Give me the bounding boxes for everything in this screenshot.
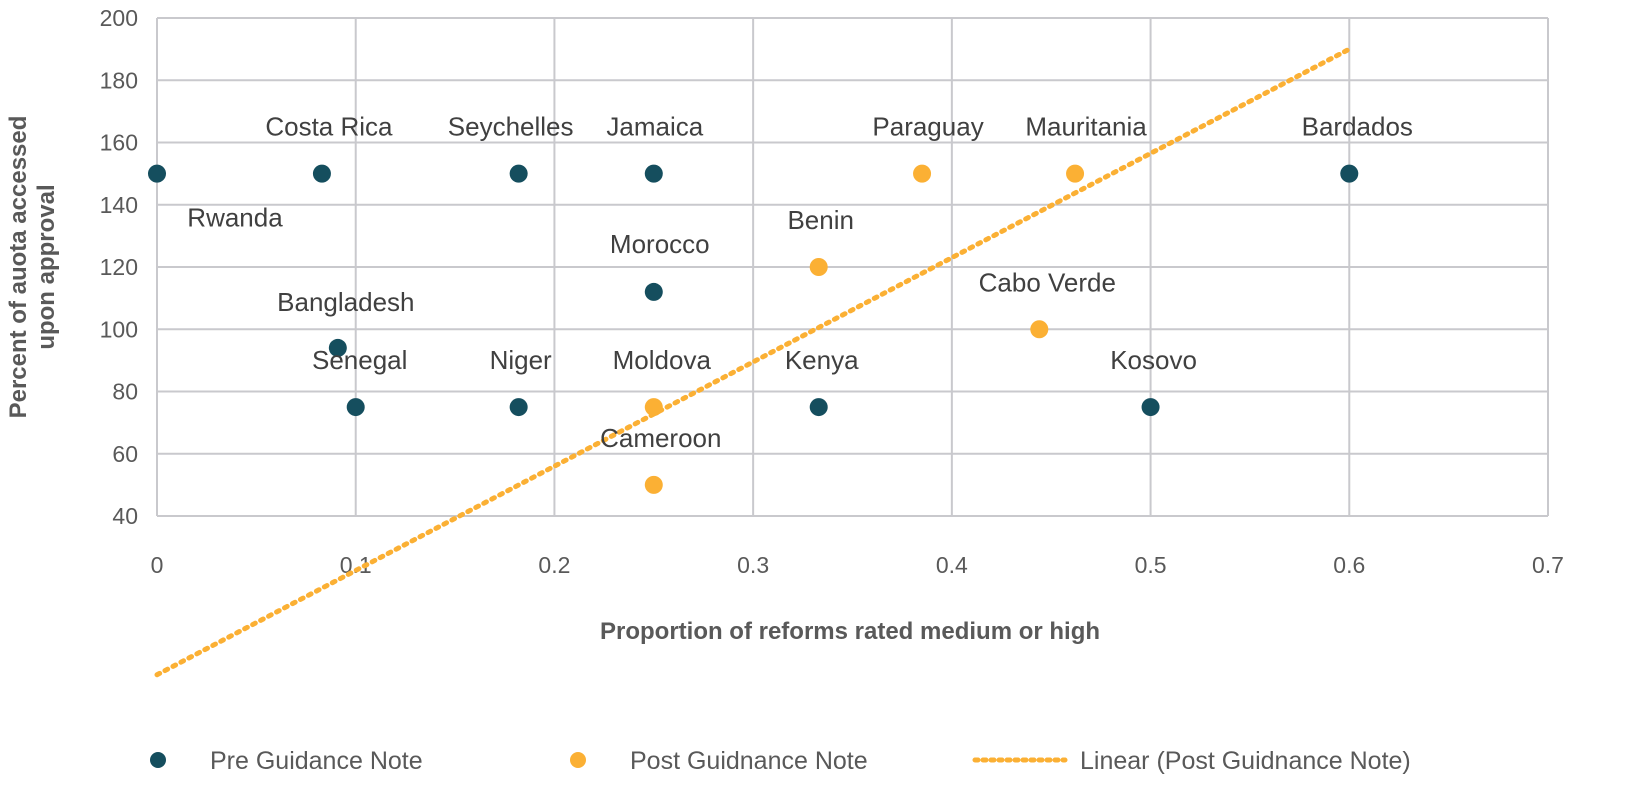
gridlines — [156, 17, 1549, 517]
data-points — [148, 164, 1359, 494]
x-tick-label: 0.6 — [1333, 552, 1365, 578]
data-label: Kosovo — [1110, 345, 1197, 375]
point-labels: Rwanda Costa Rica Seychelles Jamaica Morocco… — [187, 112, 1413, 453]
x-tick-label: 0.3 — [737, 552, 769, 578]
data-label: Seychelles — [448, 112, 574, 142]
data-label: Bangladesh — [277, 287, 414, 317]
x-tick-label: 0.7 — [1532, 552, 1564, 578]
y-tick-label: 80 — [112, 379, 138, 405]
data-label: Morocco — [610, 229, 710, 259]
y-tick-label: 140 — [100, 192, 138, 218]
data-label: Mauritania — [1025, 112, 1147, 142]
data-label: Bardados — [1302, 112, 1413, 142]
data-point-benin — [809, 258, 828, 276]
x-axis-title: Proportion of reforms rated medium or hi… — [600, 618, 1100, 645]
y-axis-title: Percent of auota accessed upon approval — [5, 116, 60, 419]
x-tick-label: 0.5 — [1135, 552, 1167, 578]
x-tick-label: 0 — [151, 552, 164, 578]
data-label: Jamaica — [606, 112, 703, 142]
legend-label-trendline: Linear (Post Guidnance Note) — [1080, 747, 1411, 775]
data-point-bangladesh — [328, 338, 347, 357]
data-point-kenya — [809, 398, 828, 417]
y-tick-label: 120 — [100, 254, 138, 280]
x-tick-label: 0.4 — [936, 552, 968, 578]
data-point-jamaica — [644, 164, 663, 183]
data-label: Senegal — [312, 345, 407, 375]
data-label: Benin — [787, 205, 854, 235]
y-tick-label: 160 — [100, 130, 138, 156]
legend-marker-pre — [150, 752, 166, 768]
y-tick-label: 100 — [100, 316, 138, 342]
data-label: Paraguay — [872, 112, 983, 142]
legend-label-post: Post Guidnance Note — [630, 747, 868, 775]
legend: Pre Guidance Note Post Guidnance Note Li… — [150, 747, 1411, 775]
data-point-seychelles — [509, 164, 528, 183]
data-label: Costa Rica — [265, 112, 393, 142]
y-tick-label: 200 — [100, 5, 138, 31]
data-point-bardados — [1340, 164, 1359, 183]
y-tick-label: 180 — [100, 67, 138, 93]
data-point-moldova — [644, 398, 663, 417]
y-tick-label: 40 — [112, 503, 138, 529]
legend-label-pre: Pre Guidance Note — [210, 747, 423, 775]
data-label: Cameroon — [600, 423, 721, 453]
y-axis-title-line-2: upon approval — [33, 184, 60, 349]
data-point-morocco — [644, 282, 663, 301]
data-point-senegal — [346, 398, 365, 417]
legend-marker-post — [570, 752, 586, 768]
data-label: Kenya — [785, 345, 859, 375]
data-point-mauritania — [1066, 164, 1085, 183]
data-label: Moldova — [613, 345, 712, 375]
data-point-cabo-verde — [1030, 320, 1049, 339]
x-tick-label: 0.2 — [538, 552, 570, 578]
data-label: Niger — [490, 345, 552, 375]
trendline — [154, 46, 1352, 678]
data-point-niger — [509, 398, 528, 417]
y-tick-label: 60 — [112, 441, 138, 467]
data-point-cameroon — [644, 475, 663, 494]
data-point-costa-rica — [312, 164, 331, 183]
data-label: Rwanda — [187, 203, 283, 233]
data-point-rwanda — [148, 164, 166, 183]
data-label: Cabo Verde — [979, 267, 1116, 297]
y-axis-title-line-1: Percent of auota accessed — [5, 116, 32, 419]
trendline-group — [154, 46, 1352, 678]
data-point-kosovo — [1141, 398, 1160, 417]
data-point-paraguay — [913, 164, 932, 183]
